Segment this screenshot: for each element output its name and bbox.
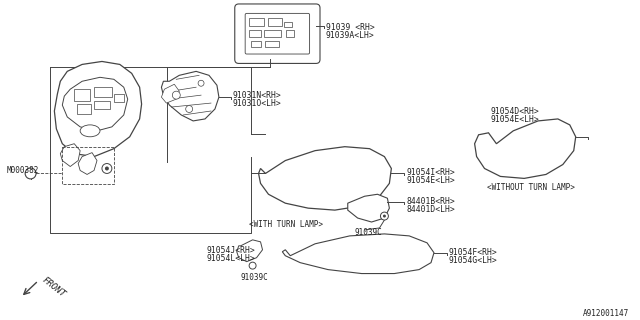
Polygon shape — [60, 144, 80, 166]
Bar — [94, 87, 112, 97]
Text: 91039 <RH>: 91039 <RH> — [326, 23, 374, 32]
Text: 91054D<RH>: 91054D<RH> — [490, 107, 540, 116]
Bar — [284, 22, 292, 27]
Polygon shape — [62, 77, 128, 131]
Circle shape — [102, 164, 112, 173]
Polygon shape — [161, 84, 179, 103]
Polygon shape — [259, 147, 392, 210]
Text: M000382: M000382 — [7, 165, 39, 174]
Bar — [248, 30, 260, 37]
Polygon shape — [161, 71, 219, 121]
Text: <WITHOUT TURN LAMP>: <WITHOUT TURN LAMP> — [486, 183, 574, 192]
Text: <WITH TURN LAMP>: <WITH TURN LAMP> — [248, 220, 323, 229]
Polygon shape — [348, 194, 389, 222]
Text: 91031O<LH>: 91031O<LH> — [233, 99, 282, 108]
Text: 91039C: 91039C — [241, 273, 268, 282]
FancyBboxPatch shape — [235, 4, 320, 63]
Circle shape — [25, 168, 36, 179]
Text: 91054J<RH>: 91054J<RH> — [206, 246, 255, 255]
Text: 91054L<LH>: 91054L<LH> — [206, 254, 255, 263]
Bar — [268, 18, 282, 26]
Bar — [77, 104, 91, 114]
Bar — [251, 41, 260, 47]
Polygon shape — [282, 234, 434, 274]
Polygon shape — [78, 153, 97, 174]
Bar — [264, 30, 282, 37]
Bar — [286, 30, 294, 37]
Circle shape — [383, 215, 386, 218]
Polygon shape — [237, 240, 262, 262]
Text: 84401B<RH>: 84401B<RH> — [406, 197, 455, 206]
Bar — [114, 94, 124, 102]
Bar — [94, 101, 110, 109]
Text: A912001147: A912001147 — [583, 309, 629, 318]
Circle shape — [172, 91, 180, 99]
Text: 91039C: 91039C — [355, 228, 383, 237]
Circle shape — [105, 166, 109, 171]
Text: 91039A<LH>: 91039A<LH> — [326, 31, 374, 40]
Circle shape — [380, 212, 388, 220]
Text: 91054F<RH>: 91054F<RH> — [449, 248, 497, 257]
Polygon shape — [475, 119, 576, 179]
Circle shape — [186, 106, 193, 113]
Text: 84401D<LH>: 84401D<LH> — [406, 205, 455, 214]
FancyBboxPatch shape — [245, 13, 310, 54]
Text: 91054E<LH>: 91054E<LH> — [490, 115, 540, 124]
Text: 91031N<RH>: 91031N<RH> — [233, 91, 282, 100]
Bar — [266, 41, 280, 47]
Text: 91054G<LH>: 91054G<LH> — [449, 256, 497, 265]
Ellipse shape — [80, 125, 100, 137]
Bar — [248, 18, 264, 26]
Text: 91054E<LH>: 91054E<LH> — [406, 176, 455, 185]
Polygon shape — [54, 61, 141, 156]
Text: FRONT: FRONT — [40, 276, 67, 299]
Circle shape — [249, 262, 256, 269]
Text: 91054I<RH>: 91054I<RH> — [406, 169, 455, 178]
Circle shape — [198, 80, 204, 86]
Bar — [74, 89, 90, 101]
